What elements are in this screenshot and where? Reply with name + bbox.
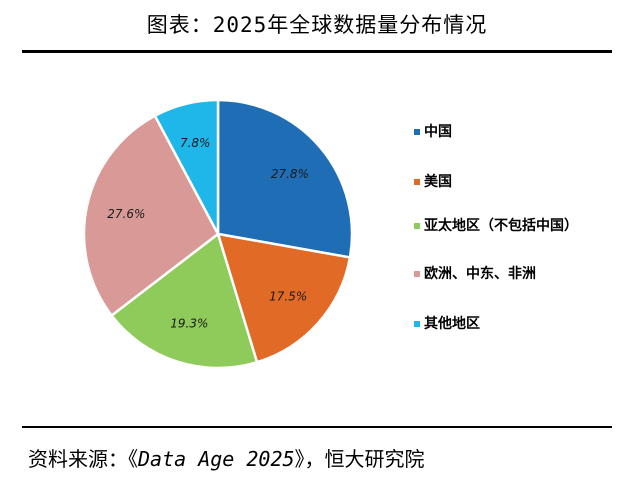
legend-label: 其他地区 xyxy=(424,316,480,332)
top-divider xyxy=(22,50,612,53)
pie-slice-3 xyxy=(110,232,259,370)
bottom-divider xyxy=(22,426,612,428)
pie-slice-5 xyxy=(153,98,220,236)
source-line: 资料来源：《Data Age 2025》，恒大研究院 xyxy=(28,443,425,472)
source-title: Data Age 2025 xyxy=(138,447,295,471)
source-close-bracket: 》， xyxy=(294,447,325,471)
pie-slice-4 xyxy=(82,114,220,317)
source-org: 恒大研究院 xyxy=(324,447,425,471)
source-open-bracket: 《 xyxy=(128,447,138,471)
pie-data-label-5: 7.8% xyxy=(180,136,211,150)
legend-label: 美国 xyxy=(424,174,452,190)
legend-label: 欧洲、中东、非洲 xyxy=(424,266,536,282)
legend-swatch xyxy=(414,271,420,277)
pie-data-label-2: 17.5% xyxy=(269,289,307,303)
source-label: 资料来源： xyxy=(28,447,128,471)
pie-data-labels: 27.8% 17.5% 19.3% 27.6% 7.8% xyxy=(107,136,309,330)
pie-chart: 27.8% 17.5% 19.3% 27.6% 7.8% xyxy=(82,98,354,370)
legend-label: 亚太地区（不包括中国） xyxy=(424,218,578,234)
chart-title: 图表：2025年全球数据量分布情况 xyxy=(146,13,488,37)
pie-data-label-1: 27.8% xyxy=(271,167,309,181)
legend-swatch xyxy=(414,129,420,135)
legend-swatch xyxy=(414,321,420,327)
legend-label: 中国 xyxy=(424,124,452,140)
legend-swatch xyxy=(414,223,420,229)
pie-slice-2 xyxy=(216,232,352,364)
pie-data-label-3: 19.3% xyxy=(170,316,208,330)
pie-slices xyxy=(82,98,354,370)
pie-slice-1 xyxy=(216,98,354,259)
legend-swatch xyxy=(414,179,420,185)
pie-data-label-4: 27.6% xyxy=(107,207,145,221)
